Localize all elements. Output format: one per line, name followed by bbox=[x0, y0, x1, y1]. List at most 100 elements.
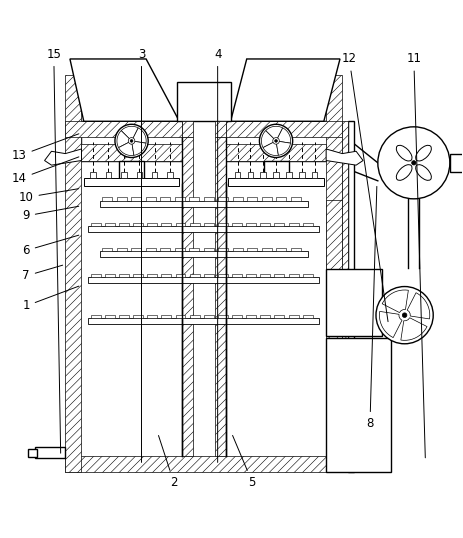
Bar bbox=[35, 447, 65, 458]
Polygon shape bbox=[231, 59, 340, 121]
Bar bbox=[88, 226, 319, 232]
Bar bbox=[117, 197, 127, 201]
Bar bbox=[119, 274, 129, 277]
Bar bbox=[91, 223, 100, 226]
Text: 5: 5 bbox=[232, 435, 256, 489]
Polygon shape bbox=[277, 128, 291, 143]
Bar bbox=[233, 248, 243, 251]
Bar bbox=[133, 274, 143, 277]
Bar bbox=[100, 201, 308, 207]
Bar bbox=[246, 274, 256, 277]
Bar bbox=[226, 121, 342, 137]
Circle shape bbox=[259, 124, 293, 158]
Bar bbox=[177, 82, 231, 121]
Bar bbox=[215, 121, 226, 137]
Bar bbox=[175, 274, 185, 277]
Bar bbox=[218, 274, 228, 277]
Circle shape bbox=[115, 124, 148, 158]
Bar bbox=[131, 197, 141, 201]
Bar bbox=[100, 251, 308, 258]
Bar bbox=[263, 160, 288, 179]
Bar bbox=[162, 223, 171, 226]
Bar bbox=[232, 223, 242, 226]
Bar bbox=[121, 172, 126, 178]
Polygon shape bbox=[121, 126, 138, 139]
Circle shape bbox=[376, 287, 433, 344]
Bar bbox=[181, 137, 193, 456]
Polygon shape bbox=[262, 131, 274, 147]
Bar bbox=[90, 172, 96, 178]
Bar bbox=[189, 197, 200, 201]
Bar bbox=[246, 315, 256, 318]
Bar bbox=[131, 248, 141, 251]
Bar bbox=[193, 137, 215, 456]
Bar bbox=[218, 223, 228, 226]
Bar bbox=[190, 274, 200, 277]
Bar bbox=[286, 172, 292, 178]
Bar bbox=[167, 172, 173, 178]
Bar bbox=[147, 274, 157, 277]
Bar bbox=[137, 172, 142, 178]
Text: 8: 8 bbox=[366, 186, 377, 430]
Bar bbox=[233, 197, 243, 201]
Bar bbox=[232, 274, 242, 277]
Text: 14: 14 bbox=[12, 157, 79, 186]
Bar bbox=[204, 315, 214, 318]
Bar bbox=[105, 274, 115, 277]
Bar bbox=[326, 338, 391, 472]
Polygon shape bbox=[133, 128, 146, 143]
Circle shape bbox=[412, 161, 416, 165]
Bar bbox=[275, 223, 284, 226]
Bar bbox=[288, 223, 299, 226]
Bar bbox=[102, 248, 113, 251]
Bar bbox=[326, 75, 342, 472]
Bar bbox=[291, 197, 301, 201]
Bar bbox=[288, 274, 299, 277]
Bar bbox=[181, 121, 193, 137]
Bar bbox=[204, 197, 214, 201]
Circle shape bbox=[402, 313, 407, 317]
Polygon shape bbox=[382, 290, 408, 313]
Bar bbox=[133, 315, 143, 318]
Bar bbox=[105, 223, 115, 226]
Polygon shape bbox=[380, 312, 402, 338]
Polygon shape bbox=[44, 149, 81, 165]
Bar bbox=[162, 315, 171, 318]
Text: 4: 4 bbox=[214, 48, 221, 462]
Polygon shape bbox=[326, 149, 363, 165]
Bar bbox=[175, 223, 185, 226]
Bar bbox=[84, 178, 179, 186]
Circle shape bbox=[275, 139, 277, 142]
Bar bbox=[248, 172, 253, 178]
Text: 11: 11 bbox=[407, 53, 425, 458]
Text: 10: 10 bbox=[19, 189, 79, 204]
Circle shape bbox=[378, 127, 450, 199]
Bar bbox=[119, 160, 144, 179]
Bar bbox=[235, 172, 240, 178]
Bar bbox=[152, 172, 157, 178]
Bar bbox=[189, 248, 200, 251]
Polygon shape bbox=[132, 141, 146, 155]
Bar bbox=[175, 197, 185, 201]
Bar bbox=[119, 223, 129, 226]
Bar bbox=[450, 153, 463, 172]
Bar bbox=[342, 121, 348, 472]
Bar bbox=[88, 277, 319, 283]
Bar bbox=[260, 172, 266, 178]
Bar bbox=[218, 315, 228, 318]
Bar bbox=[88, 318, 319, 324]
Bar bbox=[204, 274, 214, 277]
Bar bbox=[102, 197, 113, 201]
Bar bbox=[276, 197, 287, 201]
Polygon shape bbox=[276, 141, 290, 155]
Bar bbox=[81, 144, 181, 160]
Text: 9: 9 bbox=[22, 206, 79, 222]
Bar bbox=[162, 274, 171, 277]
Text: 7: 7 bbox=[22, 265, 63, 282]
Bar bbox=[326, 270, 382, 336]
Bar bbox=[262, 248, 272, 251]
Bar bbox=[348, 121, 354, 472]
Bar bbox=[276, 248, 287, 251]
Polygon shape bbox=[407, 293, 430, 319]
Bar bbox=[219, 248, 228, 251]
